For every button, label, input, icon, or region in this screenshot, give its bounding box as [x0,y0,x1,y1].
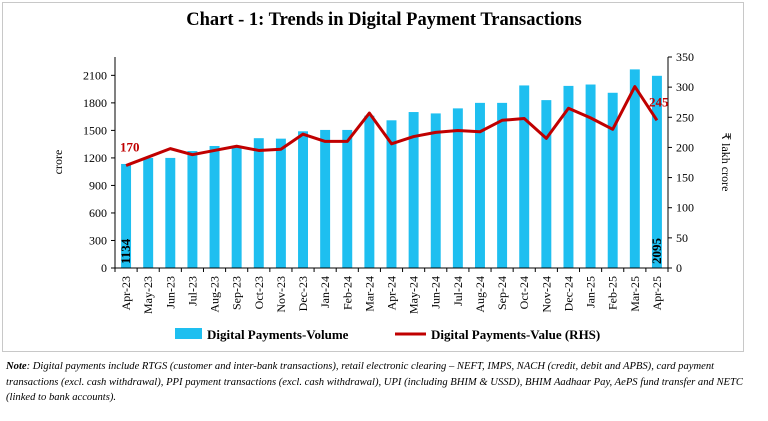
x-tick-label: Mar-25 [628,276,642,312]
left-tick-label: 300 [89,233,107,247]
line-data-label: 170 [120,140,140,155]
legend-label-volume: Digital Payments-Volume [207,327,349,342]
x-tick-label: Feb-25 [606,276,620,310]
x-tick-label: Oct-23 [252,276,266,309]
legend-swatch-volume [175,328,202,339]
x-tick-label: Sep-24 [495,276,509,310]
x-tick-label: Nov-24 [539,276,553,313]
volume-bar [585,84,596,269]
volume-bar [342,129,353,268]
volume-bar [320,129,331,268]
x-tick-label: Jan-24 [318,276,332,308]
x-tick-label: Apr-25 [650,276,664,310]
note-label: Note [6,361,27,372]
x-tick-label: Dec-23 [296,276,310,311]
x-tick-label: May-23 [141,276,155,314]
data-labels: 1134 2095 170 245 [118,94,669,264]
left-tick-label: 600 [89,206,107,220]
volume-bar [629,69,640,268]
bar-data-label: 1134 [118,238,133,264]
digital-payments-chart: 0 300 600 900 1200 1500 1800 2100 0 50 100 150 200 25… [51,50,733,342]
x-tick-label: Apr-24 [385,276,399,310]
volume-bar [452,108,463,268]
y2-axis-label: ₹ lakh crore [719,133,733,192]
value-line [125,85,659,167]
volume-bar [519,85,530,268]
right-tick-label: 0 [676,261,682,275]
volume-bar [408,112,419,268]
volume-bar [275,138,286,268]
right-tick-label: 150 [676,171,694,185]
x-tick-label: May-24 [407,276,421,314]
note-text: : Digital payments include RTGS (custome… [6,361,743,403]
legend: Digital Payments-Volume Digital Payments-… [175,327,600,342]
volume-bar [541,100,552,268]
volume-bar [364,115,375,268]
axes: 0 300 600 900 1200 1500 1800 2100 0 50 100 150 200 25… [51,50,733,314]
x-tick-label: Jan-25 [584,276,598,308]
left-tick-label: 900 [89,178,107,192]
x-tick-label: Jun-24 [429,276,443,309]
y-axis-label: crore [51,150,65,175]
volume-bar [253,138,264,268]
x-tick-label: Aug-24 [473,276,487,313]
volume-bar [231,146,242,268]
x-tick-label: Oct-24 [517,276,531,309]
right-tick-label: 50 [676,231,688,245]
legend-label-value: Digital Payments-Value (RHS) [431,327,600,342]
left-tick-label: 1800 [83,96,107,110]
left-tick-label: 1500 [83,123,107,137]
volume-bar [386,120,397,268]
volume-bar [607,92,618,268]
bar-data-label: 2095 [649,238,664,265]
volume-bar [121,163,132,268]
left-tick-label: 0 [101,261,107,275]
right-tick-label: 100 [676,201,694,215]
x-tick-label: Apr-23 [119,276,133,310]
volume-bar [143,157,154,268]
x-tick-label: Feb-24 [340,276,354,310]
volume-bar [651,75,662,268]
volume-bar [298,131,308,268]
x-tick-label: Mar-24 [362,276,376,312]
chart-title: Chart - 1: Trends in Digital Payment Tra… [186,10,582,30]
volume-bar [497,102,508,268]
left-tick-label: 2100 [83,68,107,82]
volume-bar [430,113,441,269]
right-tick-label: 300 [676,80,694,94]
x-tick-label: Sep-23 [230,276,244,310]
volume-bar [187,151,198,268]
volume-bar [165,157,176,268]
right-tick-label: 200 [676,140,694,154]
x-tick-label: Nov-23 [274,276,288,313]
volume-bar [563,85,574,268]
right-tick-label: 250 [676,110,694,124]
value-line-series [125,85,659,167]
x-tick-label: Jun-23 [163,276,177,309]
x-tick-label: Aug-23 [208,276,222,313]
line-data-label: 245 [649,94,669,109]
x-tick-label: Jul-24 [451,276,465,306]
volume-bar [209,145,220,268]
note: Note: Digital payments include RTGS (cus… [6,359,746,406]
x-tick-label: Jul-23 [185,276,199,306]
volume-bars [121,69,662,269]
x-tick-label: Dec-24 [561,276,575,311]
right-tick-label: 350 [676,50,694,64]
volume-bar [475,102,485,268]
left-tick-label: 1200 [83,151,107,165]
